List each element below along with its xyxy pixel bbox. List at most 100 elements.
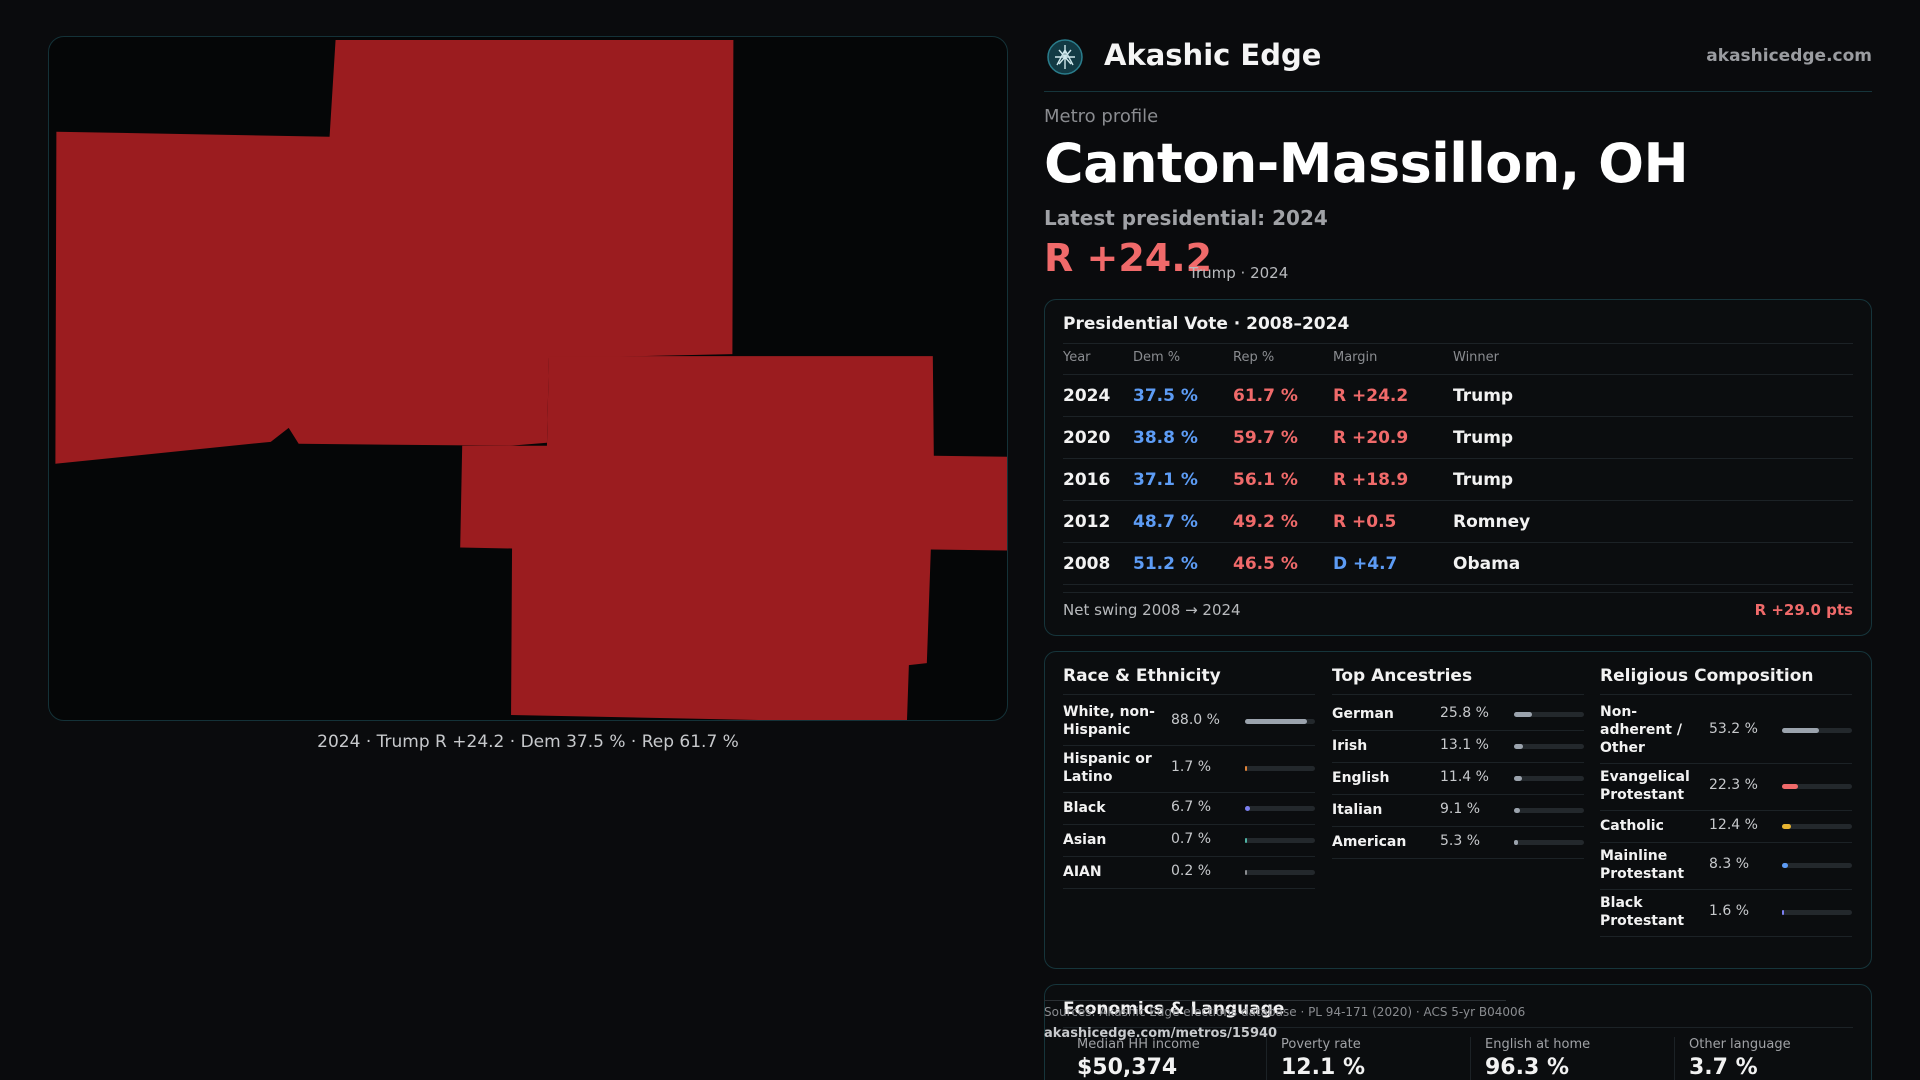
ancestry-value: 9.1 %: [1440, 800, 1481, 817]
race-bar-fill: [1245, 766, 1247, 771]
county-shape-north[interactable]: [55, 39, 734, 464]
vote-rep-pct: 49.2 %: [1233, 512, 1298, 532]
vote-year: 2020: [1063, 428, 1111, 448]
religion-value: 12.4 %: [1709, 816, 1758, 833]
race-value: 88.0 %: [1171, 712, 1220, 728]
ancestry-label: Italian: [1332, 801, 1383, 818]
religion-label: Mainline Protestant: [1600, 848, 1685, 882]
economics-stat-value: 3.7 %: [1689, 1055, 1758, 1080]
ancestry-bar-fill: [1514, 775, 1522, 781]
sources-note: Sources: Akashic Edge elections database…: [1044, 1005, 1526, 1019]
akashic-logo-icon[interactable]: [1046, 38, 1084, 76]
presidential-vote-card: Presidential Vote · 2008–2024 Year Dem %…: [1044, 299, 1872, 636]
vote-year: 2012: [1063, 512, 1111, 532]
economics-stat-value: 12.1 %: [1281, 1055, 1365, 1080]
religion-row: Evangelical Protestant 22.3 %: [1600, 765, 1852, 811]
ancestry-bar-fill: [1514, 807, 1521, 813]
vote-rep-pct: 61.7 %: [1233, 386, 1298, 406]
header-dem: Dem %: [1133, 350, 1181, 365]
page-title: Canton-Massillon, OH: [1044, 132, 1689, 195]
ancestry-bar-fill: [1514, 743, 1524, 749]
race-bar-fill: [1245, 837, 1247, 843]
economics-stat-label: Poverty rate: [1281, 1037, 1361, 1052]
race-value: 6.7 %: [1171, 798, 1212, 815]
map-caption: 2024 · Trump R +24.2 · Dem 37.5 % · Rep …: [317, 732, 739, 752]
race-section-title: Race & Ethnicity: [1063, 666, 1221, 686]
county-shape-south[interactable]: [460, 356, 1007, 720]
ancestry-row: Italian 9.1 %: [1332, 796, 1584, 827]
economics-stat-value: 96.3 %: [1485, 1055, 1569, 1080]
site-link[interactable]: akashicedge.com: [1706, 46, 1872, 66]
header-winner: Winner: [1453, 350, 1500, 365]
vote-year: 2024: [1063, 386, 1111, 406]
ancestry-bar-track: [1514, 807, 1584, 813]
race-row: Asian 0.7 %: [1063, 826, 1315, 857]
ancestry-bar-fill: [1514, 839, 1518, 845]
divider: [1063, 694, 1315, 695]
ancestry-label: English: [1332, 769, 1390, 786]
vote-table-header: Year Dem % Rep % Margin Winner: [1063, 350, 1853, 375]
divider: [1063, 1027, 1853, 1028]
vote-margin: R +0.5: [1333, 512, 1397, 532]
latest-margin: R +24.2: [1044, 236, 1213, 280]
ancestry-section-title: Top Ancestries: [1332, 666, 1473, 686]
ancestry-row: American 5.3 %: [1332, 828, 1584, 859]
header-margin: Margin: [1333, 350, 1378, 365]
vote-card-title: Presidential Vote · 2008–2024: [1063, 314, 1350, 334]
latest-margin-subtitle: Trump · 2024: [1189, 264, 1289, 282]
divider: [1332, 694, 1584, 695]
ancestry-label: American: [1332, 833, 1407, 850]
religion-value: 8.3 %: [1709, 856, 1750, 872]
vote-row: 2020 38.8 % 59.7 % R +20.9 Trump: [1063, 418, 1853, 459]
religion-bar-fill: [1782, 863, 1788, 868]
metro-map[interactable]: [48, 36, 1008, 721]
religion-value: 53.2 %: [1709, 721, 1758, 737]
economics-stat: Poverty rate 12.1 %: [1267, 1037, 1471, 1080]
vote-winner: Obama: [1453, 554, 1521, 574]
page-kicker: Metro profile: [1044, 106, 1159, 127]
race-value: 0.2 %: [1171, 862, 1212, 879]
vote-winner: Trump: [1453, 386, 1514, 406]
race-bar-fill: [1245, 719, 1307, 724]
ancestry-row: Irish 13.1 %: [1332, 732, 1584, 763]
vote-dem-pct: 37.1 %: [1133, 470, 1198, 490]
vote-margin: R +20.9: [1333, 428, 1409, 448]
economics-stat: Median HH income $50,374: [1063, 1037, 1267, 1080]
vote-rep-pct: 46.5 %: [1233, 554, 1298, 574]
economics-stat-value: $50,374: [1077, 1055, 1178, 1080]
race-label: White, non-Hispanic: [1063, 704, 1155, 738]
divider: [1600, 694, 1852, 695]
economics-stat: English at home 96.3 %: [1471, 1037, 1675, 1080]
vote-dem-pct: 48.7 %: [1133, 512, 1198, 532]
race-label: Hispanic or Latino: [1063, 751, 1152, 785]
race-bar-track: [1245, 719, 1315, 724]
religion-row: Mainline Protestant 8.3 %: [1600, 844, 1852, 890]
divider: [1063, 343, 1853, 344]
ancestry-value: 13.1 %: [1440, 736, 1489, 753]
permalink[interactable]: akashicedge.com/metros/15940: [1044, 1026, 1278, 1041]
economics-stat: Other language 3.7 %: [1675, 1037, 1871, 1080]
religion-label: Non-adherent / Other: [1600, 704, 1682, 756]
ancestry-bar-track: [1514, 775, 1584, 781]
race-bar-track: [1245, 869, 1315, 875]
religion-value: 1.6 %: [1709, 903, 1750, 919]
race-label: AIAN: [1063, 863, 1102, 880]
race-value: 1.7 %: [1171, 759, 1212, 775]
race-row: White, non-Hispanic 88.0 %: [1063, 700, 1315, 746]
economics-stat-label: Other language: [1689, 1037, 1791, 1052]
religion-label: Black Protestant: [1600, 895, 1685, 929]
ancestry-bar-track: [1514, 711, 1584, 717]
ancestry-label: German: [1332, 705, 1394, 722]
religion-bar-track: [1782, 823, 1852, 829]
religion-bar-fill: [1782, 823, 1791, 829]
religion-bar-fill: [1782, 784, 1798, 789]
brand-name[interactable]: Akashic Edge: [1104, 38, 1322, 72]
economics-stat-label: English at home: [1485, 1037, 1591, 1052]
religion-bar-fill: [1782, 728, 1820, 733]
ancestry-bar-fill: [1514, 711, 1533, 717]
religion-label: Catholic: [1600, 817, 1664, 834]
net-swing-label: Net swing 2008 → 2024: [1063, 601, 1241, 619]
religion-bar-fill: [1782, 910, 1784, 915]
vote-row: 2016 37.1 % 56.1 % R +18.9 Trump: [1063, 460, 1853, 501]
vote-margin: R +24.2: [1333, 386, 1409, 406]
